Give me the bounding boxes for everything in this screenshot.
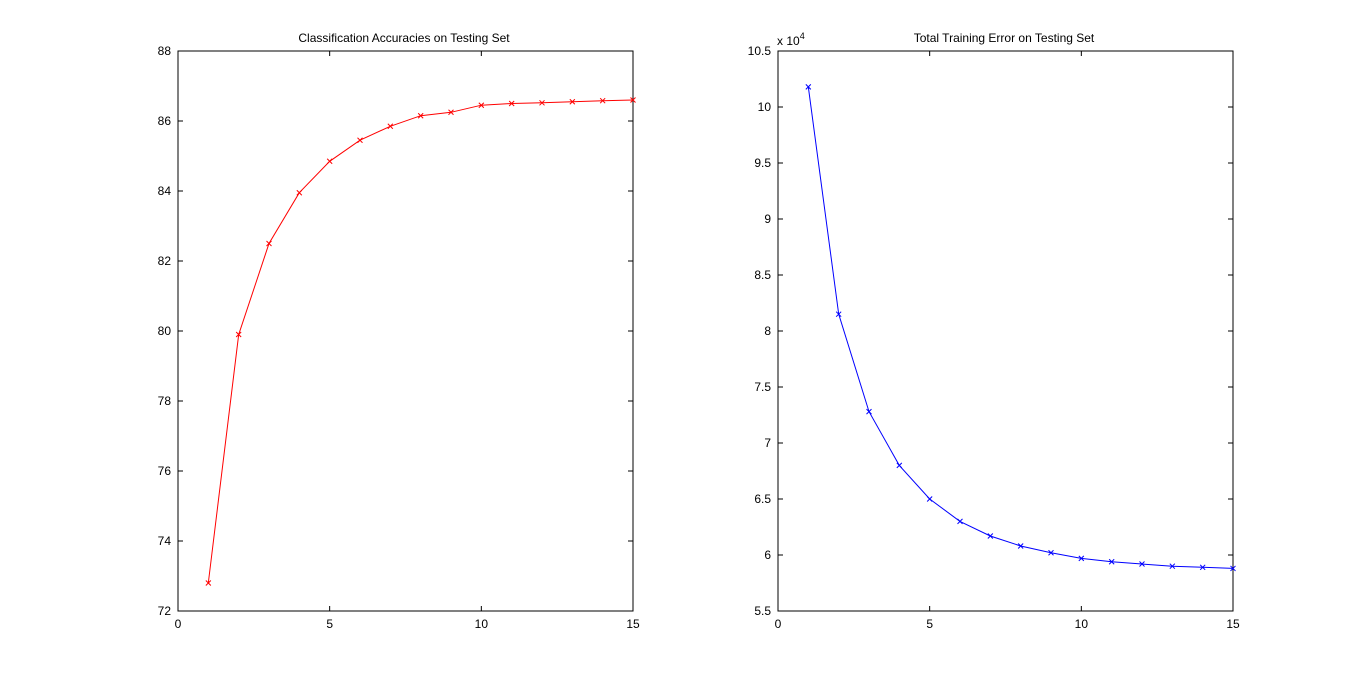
- y-multiplier-exponent: 4: [800, 31, 805, 41]
- error-data-point: [987, 533, 994, 539]
- accuracy-y-tick-label: 72: [158, 604, 172, 618]
- error-x-tick-label: 15: [1226, 617, 1240, 631]
- error-x-tick-label: 10: [1075, 617, 1089, 631]
- error-series: [805, 83, 1236, 572]
- error-data-point: [1108, 558, 1115, 565]
- accuracy-data-point: [599, 97, 606, 104]
- y-multiplier-base: x 10: [777, 34, 800, 48]
- error-data-point: [1139, 561, 1145, 567]
- error-data-point: [805, 83, 812, 90]
- accuracy-data-point: [266, 240, 272, 247]
- error-data-point: [1230, 565, 1236, 572]
- accuracy-data-point: [357, 137, 363, 144]
- error-plot: Total Training Error on Testing Set x 10…: [748, 31, 1240, 631]
- accuracy-x-tick-label: 10: [475, 617, 489, 631]
- error-y-tick-label: 9: [764, 212, 771, 226]
- error-y-tick-label: 7.5: [754, 380, 771, 394]
- accuracy-y-tick-label: 78: [158, 394, 172, 408]
- accuracy-x-tick-label: 0: [175, 617, 182, 631]
- error-data-point: [896, 462, 903, 469]
- accuracy-series: [205, 97, 636, 586]
- accuracy-y-tick-label: 88: [158, 44, 172, 58]
- accuracy-data-point: [569, 98, 576, 105]
- error-y-tick-label: 8: [764, 324, 771, 338]
- accuracy-plot-area: [177, 50, 634, 612]
- error-y-tick-label: 8.5: [754, 268, 771, 282]
- accuracy-y-tick-label: 76: [158, 464, 172, 478]
- error-y-tick-label: 6.5: [754, 492, 771, 506]
- error-data-point: [1048, 549, 1054, 556]
- error-x-tick-label: 5: [926, 617, 933, 631]
- error-data-point: [1199, 564, 1206, 571]
- accuracy-data-point: [539, 99, 545, 106]
- accuracy-data-point: [630, 97, 636, 103]
- error-data-point: [1017, 543, 1024, 549]
- accuracy-data-point: [205, 580, 212, 586]
- accuracy-data-point: [296, 189, 303, 196]
- error-plot-title: Total Training Error on Testing Set: [914, 31, 1095, 45]
- accuracy-data-point: [508, 100, 515, 107]
- error-y-tick-label: 7: [764, 436, 771, 450]
- accuracy-y-tick-label: 86: [158, 114, 172, 128]
- error-x-tick-label: 0: [775, 617, 782, 631]
- error-y-tick-label: 5.5: [754, 604, 771, 618]
- accuracy-data-point: [326, 158, 333, 165]
- accuracy-data-point: [478, 102, 485, 109]
- accuracy-data-point: [417, 112, 424, 119]
- accuracy-x-tick-label: 5: [326, 617, 333, 631]
- error-plot-area: [777, 50, 1234, 612]
- error-data-point: [1169, 563, 1176, 570]
- error-plot-ticks: 0 5 10 15 5.5 6 6.5 7 7.5 8 8.5 9 9.5 10 10.5: [748, 44, 1240, 631]
- accuracy-y-tick-label: 84: [158, 184, 172, 198]
- accuracy-y-tick-label: 74: [158, 534, 172, 548]
- accuracy-data-point: [448, 109, 454, 116]
- error-y-tick-label: 6: [764, 548, 771, 562]
- error-data-point: [835, 311, 842, 318]
- accuracy-y-tick-label: 82: [158, 254, 172, 268]
- error-data-point: [866, 408, 872, 415]
- error-y-tick-label: 10: [758, 100, 772, 114]
- error-y-tick-label: 9.5: [754, 156, 771, 170]
- accuracy-data-point: [387, 123, 394, 130]
- accuracy-plot: Classification Accuracies on Testing Set…: [158, 31, 640, 631]
- error-data-point: [1078, 555, 1085, 562]
- accuracy-data-point: [235, 331, 242, 338]
- accuracy-x-tick-label: 15: [626, 617, 640, 631]
- error-y-tick-label: 10.5: [748, 44, 772, 58]
- y-multiplier-label: x 104: [777, 31, 805, 48]
- error-data-point: [957, 518, 963, 525]
- accuracy-y-tick-label: 80: [158, 324, 172, 338]
- accuracy-plot-ticks: 0 5 10 15 72 74 76 78 80 82 84 86 88: [158, 44, 640, 631]
- error-data-point: [926, 496, 933, 502]
- accuracy-plot-title: Classification Accuracies on Testing Set: [298, 31, 510, 45]
